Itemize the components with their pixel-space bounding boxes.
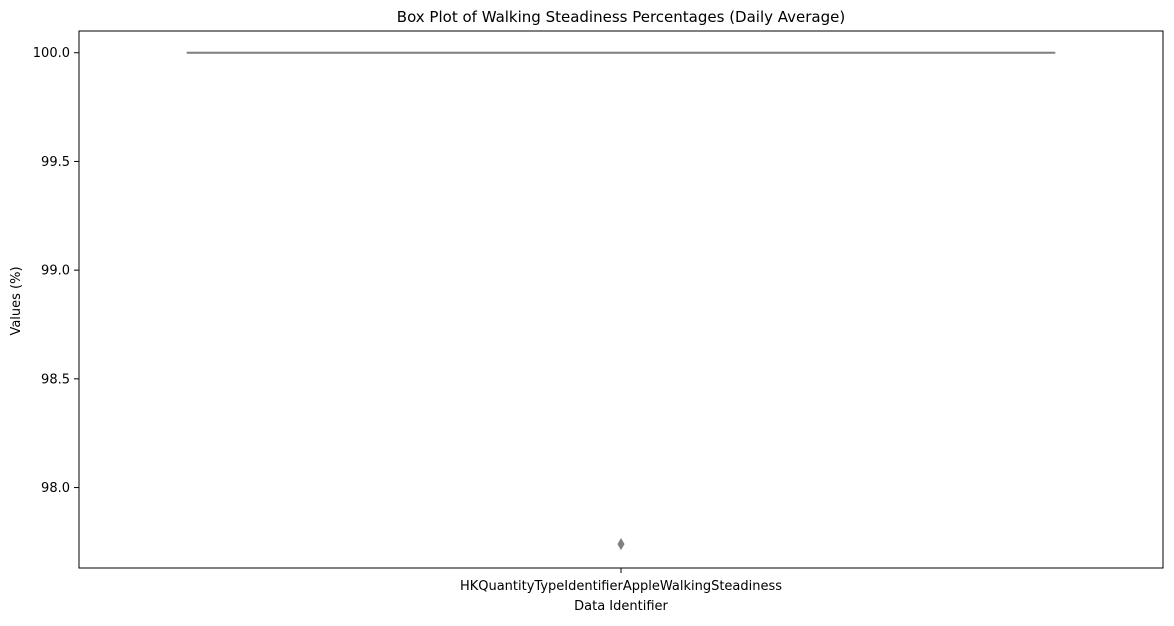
plot-area: 98.0 98.5 99.0 99.5 100.0 HKQuantityTypeIdent… bbox=[33, 31, 1163, 594]
y-tick-label: 99.0 bbox=[41, 264, 70, 279]
chart-title: Box Plot of Walking Steadiness Percentag… bbox=[397, 8, 845, 26]
y-axis-label: Values (%) bbox=[9, 266, 24, 335]
outlier-point bbox=[618, 539, 624, 550]
plot-frame bbox=[79, 31, 1163, 568]
x-axis-label: Data Identifier bbox=[574, 599, 668, 614]
x-tick-label: HKQuantityTypeIdentifierAppleWalkingStea… bbox=[460, 579, 782, 594]
y-tick-label: 99.5 bbox=[41, 155, 70, 170]
y-tick-label: 98.5 bbox=[41, 372, 70, 387]
y-tick-label: 100.0 bbox=[33, 46, 70, 61]
y-tick-label: 98.0 bbox=[41, 481, 70, 496]
